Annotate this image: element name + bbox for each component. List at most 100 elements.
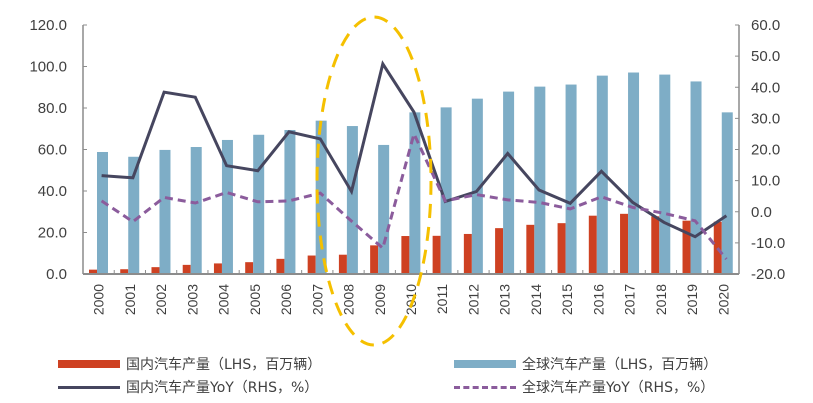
bar-2000 bbox=[97, 151, 108, 274]
x-tick-label: 2011 bbox=[434, 284, 450, 314]
legend-item-domestic-production: 国内汽车产量（LHS，百万辆） bbox=[58, 354, 321, 374]
bar-series-group bbox=[89, 72, 733, 275]
bar-2006 bbox=[276, 258, 285, 274]
bar-2006 bbox=[284, 129, 296, 274]
x-tick-label: 2003 bbox=[184, 284, 200, 315]
legend-label: 国内汽车产量YoY（RHS，%） bbox=[126, 380, 319, 396]
bar-2016 bbox=[596, 75, 608, 274]
x-tick-label: 2001 bbox=[122, 284, 138, 315]
right-tick-label: 40.0 bbox=[751, 79, 780, 96]
x-tick-label: 2010 bbox=[403, 284, 419, 315]
x-tick-label: 2016 bbox=[590, 284, 606, 315]
legend-label: 全球汽车产量YoY（RHS，%） bbox=[522, 380, 715, 396]
bar-2010 bbox=[401, 236, 410, 274]
x-tick-label: 2000 bbox=[91, 284, 107, 315]
bar-2010 bbox=[409, 112, 421, 274]
x-tick-label: 2008 bbox=[341, 284, 357, 315]
line-series-group bbox=[100, 60, 728, 261]
left-tick-label: 80.0 bbox=[38, 100, 67, 117]
bar-2011 bbox=[432, 235, 441, 274]
x-tick-label: 2009 bbox=[372, 284, 388, 315]
x-tick-label: 2020 bbox=[715, 284, 731, 315]
bar-2011 bbox=[440, 107, 452, 274]
right-tick-label: 30.0 bbox=[751, 110, 780, 127]
legend-item-global-production: 全球汽车产量（LHS，百万辆） bbox=[454, 354, 717, 374]
x-tick-label: 2005 bbox=[247, 284, 263, 315]
x-tick-label: 2019 bbox=[684, 284, 700, 315]
bar-2004 bbox=[213, 263, 222, 274]
x-tick-label: 2013 bbox=[497, 284, 513, 315]
highlight-ellipse-annotation bbox=[315, 15, 433, 347]
bar-2007 bbox=[307, 255, 316, 274]
legend-swatch-bar-blue bbox=[454, 360, 516, 368]
bar-2009 bbox=[370, 245, 379, 274]
x-tick-label: 2018 bbox=[653, 284, 669, 315]
bar-2001 bbox=[128, 156, 140, 274]
x-tick-label: 2002 bbox=[153, 284, 169, 315]
right-tick-label: 50.0 bbox=[751, 48, 780, 65]
bar-2009 bbox=[378, 144, 390, 274]
bar-2005 bbox=[253, 134, 265, 274]
x-tick-label: 2017 bbox=[622, 284, 638, 315]
right-tick-label: -20.0 bbox=[751, 266, 785, 283]
x-tick-label: 2014 bbox=[528, 284, 544, 315]
bar-2018 bbox=[659, 74, 671, 274]
left-tick-label: 100.0 bbox=[29, 59, 67, 76]
bar-2012 bbox=[471, 98, 483, 274]
bar-2008 bbox=[346, 126, 358, 275]
x-tick-label: 2006 bbox=[278, 284, 294, 315]
bar-2014 bbox=[526, 224, 535, 274]
bar-2005 bbox=[245, 262, 254, 274]
bar-2020 bbox=[721, 112, 733, 274]
x-tick-label: 2012 bbox=[466, 284, 482, 315]
x-tick-label: 2015 bbox=[559, 284, 575, 315]
bar-2014 bbox=[534, 86, 546, 274]
legend-swatch-bar-red bbox=[58, 360, 120, 368]
legend-label: 全球汽车产量（LHS，百万辆） bbox=[522, 357, 718, 373]
bar-2017 bbox=[620, 213, 629, 274]
bar-2013 bbox=[503, 91, 515, 274]
bar-2000 bbox=[89, 269, 97, 274]
bar-2004 bbox=[221, 139, 233, 274]
legend-label: 国内汽车产量（LHS，百万辆） bbox=[126, 357, 322, 373]
legend-item-global-yoy: 全球汽车产量YoY（RHS，%） bbox=[454, 377, 714, 397]
right-tick-label: 60.0 bbox=[751, 17, 780, 34]
legend-item-domestic-yoy: 国内汽车产量YoY（RHS，%） bbox=[58, 377, 318, 397]
bar-2015 bbox=[557, 223, 566, 274]
bar-2002 bbox=[151, 267, 160, 274]
bar-2003 bbox=[190, 147, 202, 274]
bar-2012 bbox=[463, 233, 472, 274]
bar-2002 bbox=[159, 149, 171, 274]
left-tick-label: 120.0 bbox=[29, 17, 67, 34]
bar-2018 bbox=[651, 216, 660, 274]
bar-2019 bbox=[682, 220, 691, 274]
domestic-yoy-line bbox=[101, 60, 728, 239]
left-tick-label: 40.0 bbox=[38, 183, 67, 200]
bar-2013 bbox=[495, 228, 504, 274]
bar-2003 bbox=[182, 264, 191, 274]
left-tick-label: 60.0 bbox=[38, 142, 67, 159]
bar-2008 bbox=[338, 254, 347, 274]
bar-2007 bbox=[315, 120, 327, 274]
right-tick-label: 20.0 bbox=[751, 142, 780, 159]
legend-swatch-solid-line bbox=[58, 385, 120, 389]
highlight-ellipse bbox=[315, 15, 433, 347]
x-tick-label: 2007 bbox=[309, 284, 325, 315]
x-tick-label: 2004 bbox=[216, 284, 232, 315]
bar-2019 bbox=[690, 81, 702, 274]
x-axis: 2000 2001 2002 2003 2004 2005 2006 2007 2008 2009… bbox=[83, 270, 739, 315]
bar-2015 bbox=[565, 84, 577, 275]
left-tick-label: 0.0 bbox=[46, 266, 67, 283]
right-tick-label: -10.0 bbox=[751, 235, 785, 252]
legend-swatch-dashed-line bbox=[454, 385, 516, 389]
bar-2016 bbox=[588, 215, 597, 274]
right-tick-label: 0.0 bbox=[751, 204, 772, 221]
right-tick-label: 10.0 bbox=[751, 173, 780, 190]
left-tick-label: 20.0 bbox=[38, 225, 67, 242]
bar-2017 bbox=[628, 72, 640, 274]
left-y-axis: 0.0 20.0 40.0 60.0 80.0 100.0 120.0 bbox=[29, 17, 87, 283]
global-yoy-line bbox=[100, 129, 728, 261]
bar-2001 bbox=[120, 269, 129, 274]
